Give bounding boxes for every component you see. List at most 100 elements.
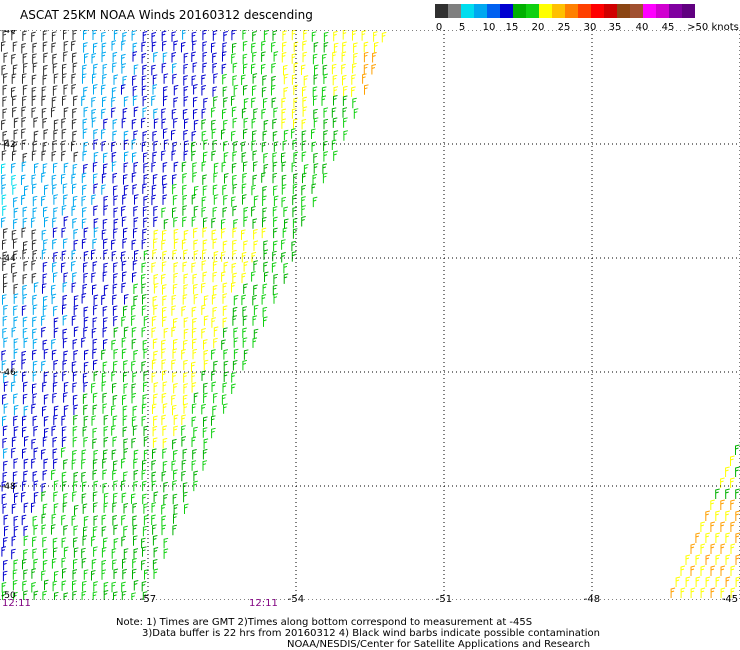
wind-barb [133, 206, 138, 217]
wind-barb [131, 172, 137, 183]
wind-barb [163, 139, 169, 150]
wind-barb [311, 31, 317, 42]
wind-barb [292, 206, 298, 218]
wind-barb [151, 372, 157, 383]
wind-barb [730, 565, 736, 576]
wind-barb [73, 295, 79, 306]
wind-barb [72, 163, 78, 175]
wind-barb [343, 117, 348, 128]
wind-barb [252, 130, 257, 141]
wind-barb [53, 503, 59, 514]
wind-barb [252, 51, 257, 63]
wind-barb [241, 251, 247, 263]
wind-barb [81, 458, 86, 470]
wind-barb [163, 548, 169, 559]
wind-barb [301, 140, 307, 151]
wind-barb [112, 62, 117, 73]
wind-barb [222, 293, 228, 304]
wind-barb [151, 502, 157, 513]
wind-barb [141, 85, 147, 96]
wind-barb [1, 217, 6, 228]
wind-barb [211, 415, 216, 426]
wind-barb [123, 383, 129, 394]
wind-barb [61, 150, 66, 162]
wind-barb [253, 161, 258, 172]
wind-barb [41, 315, 46, 326]
wind-barb [62, 315, 68, 326]
wind-barb [61, 471, 67, 483]
wind-barb [113, 218, 119, 230]
wind-barb [333, 42, 339, 54]
wind-barb [223, 152, 229, 163]
wind-barb [32, 304, 38, 315]
wind-barb [151, 327, 157, 338]
wind-barb [101, 229, 107, 240]
wind-barb [111, 107, 116, 118]
wind-barb [243, 240, 248, 251]
wind-barb [281, 108, 287, 119]
wind-barb [51, 558, 57, 569]
wind-barb [735, 488, 740, 499]
wind-barb [263, 97, 268, 109]
wind-barb [695, 532, 701, 543]
wind-barb [31, 229, 37, 240]
wind-barb [252, 31, 257, 42]
wind-barb [142, 107, 148, 118]
note-line-3: NOAA/NESDIS/Center for Satellite Applica… [287, 639, 591, 650]
wind-barb [181, 414, 186, 425]
wind-barb [253, 304, 259, 316]
wind-barb [111, 96, 116, 108]
wind-barb [221, 63, 227, 75]
wind-barb [2, 130, 8, 142]
wind-barb [3, 403, 9, 414]
wind-barb [182, 205, 188, 216]
wind-barb [191, 327, 197, 339]
wind-barb [131, 304, 136, 316]
wind-barb [32, 316, 37, 327]
wind-barb [133, 535, 138, 546]
wind-barb [271, 97, 277, 108]
wind-barb [93, 546, 98, 557]
wind-barb [161, 524, 167, 536]
wind-barb [193, 470, 199, 482]
wind-barb [162, 284, 167, 295]
wind-barb [213, 392, 218, 404]
wind-barb [2, 108, 8, 119]
wind-barb [101, 84, 106, 95]
wind-barb [62, 328, 68, 340]
wind-barb [11, 174, 16, 186]
wind-barb [103, 426, 109, 437]
wind-barb [283, 206, 289, 217]
wind-barb [44, 216, 49, 228]
wind-barb [201, 328, 206, 339]
wind-barb [172, 438, 177, 450]
wind-barb [162, 40, 167, 52]
wind-barb [323, 118, 329, 130]
wind-barb [22, 480, 27, 491]
wind-barb [112, 515, 118, 526]
wind-barb [132, 568, 137, 580]
wind-barb [182, 294, 188, 305]
wind-barb [172, 207, 177, 218]
wind-barb [670, 587, 676, 598]
wind-barb [291, 30, 297, 41]
wind-barb [2, 503, 8, 514]
wind-barb [172, 73, 177, 85]
wind-barb [311, 141, 317, 152]
wind-barb [252, 150, 258, 161]
wind-barb [223, 119, 228, 131]
wind-barb [181, 425, 186, 436]
wind-barb [31, 582, 36, 593]
wind-barb [31, 403, 36, 414]
wind-barb [83, 569, 89, 580]
wind-barb [83, 436, 89, 448]
wind-barb [111, 87, 117, 98]
wind-barb [323, 31, 329, 43]
wind-barb [181, 349, 186, 360]
wind-barb [63, 381, 69, 393]
wind-barb [172, 480, 177, 491]
wind-barb [153, 382, 159, 393]
wind-barb [730, 521, 736, 532]
wind-barb [333, 95, 338, 106]
wind-barb [313, 117, 319, 128]
